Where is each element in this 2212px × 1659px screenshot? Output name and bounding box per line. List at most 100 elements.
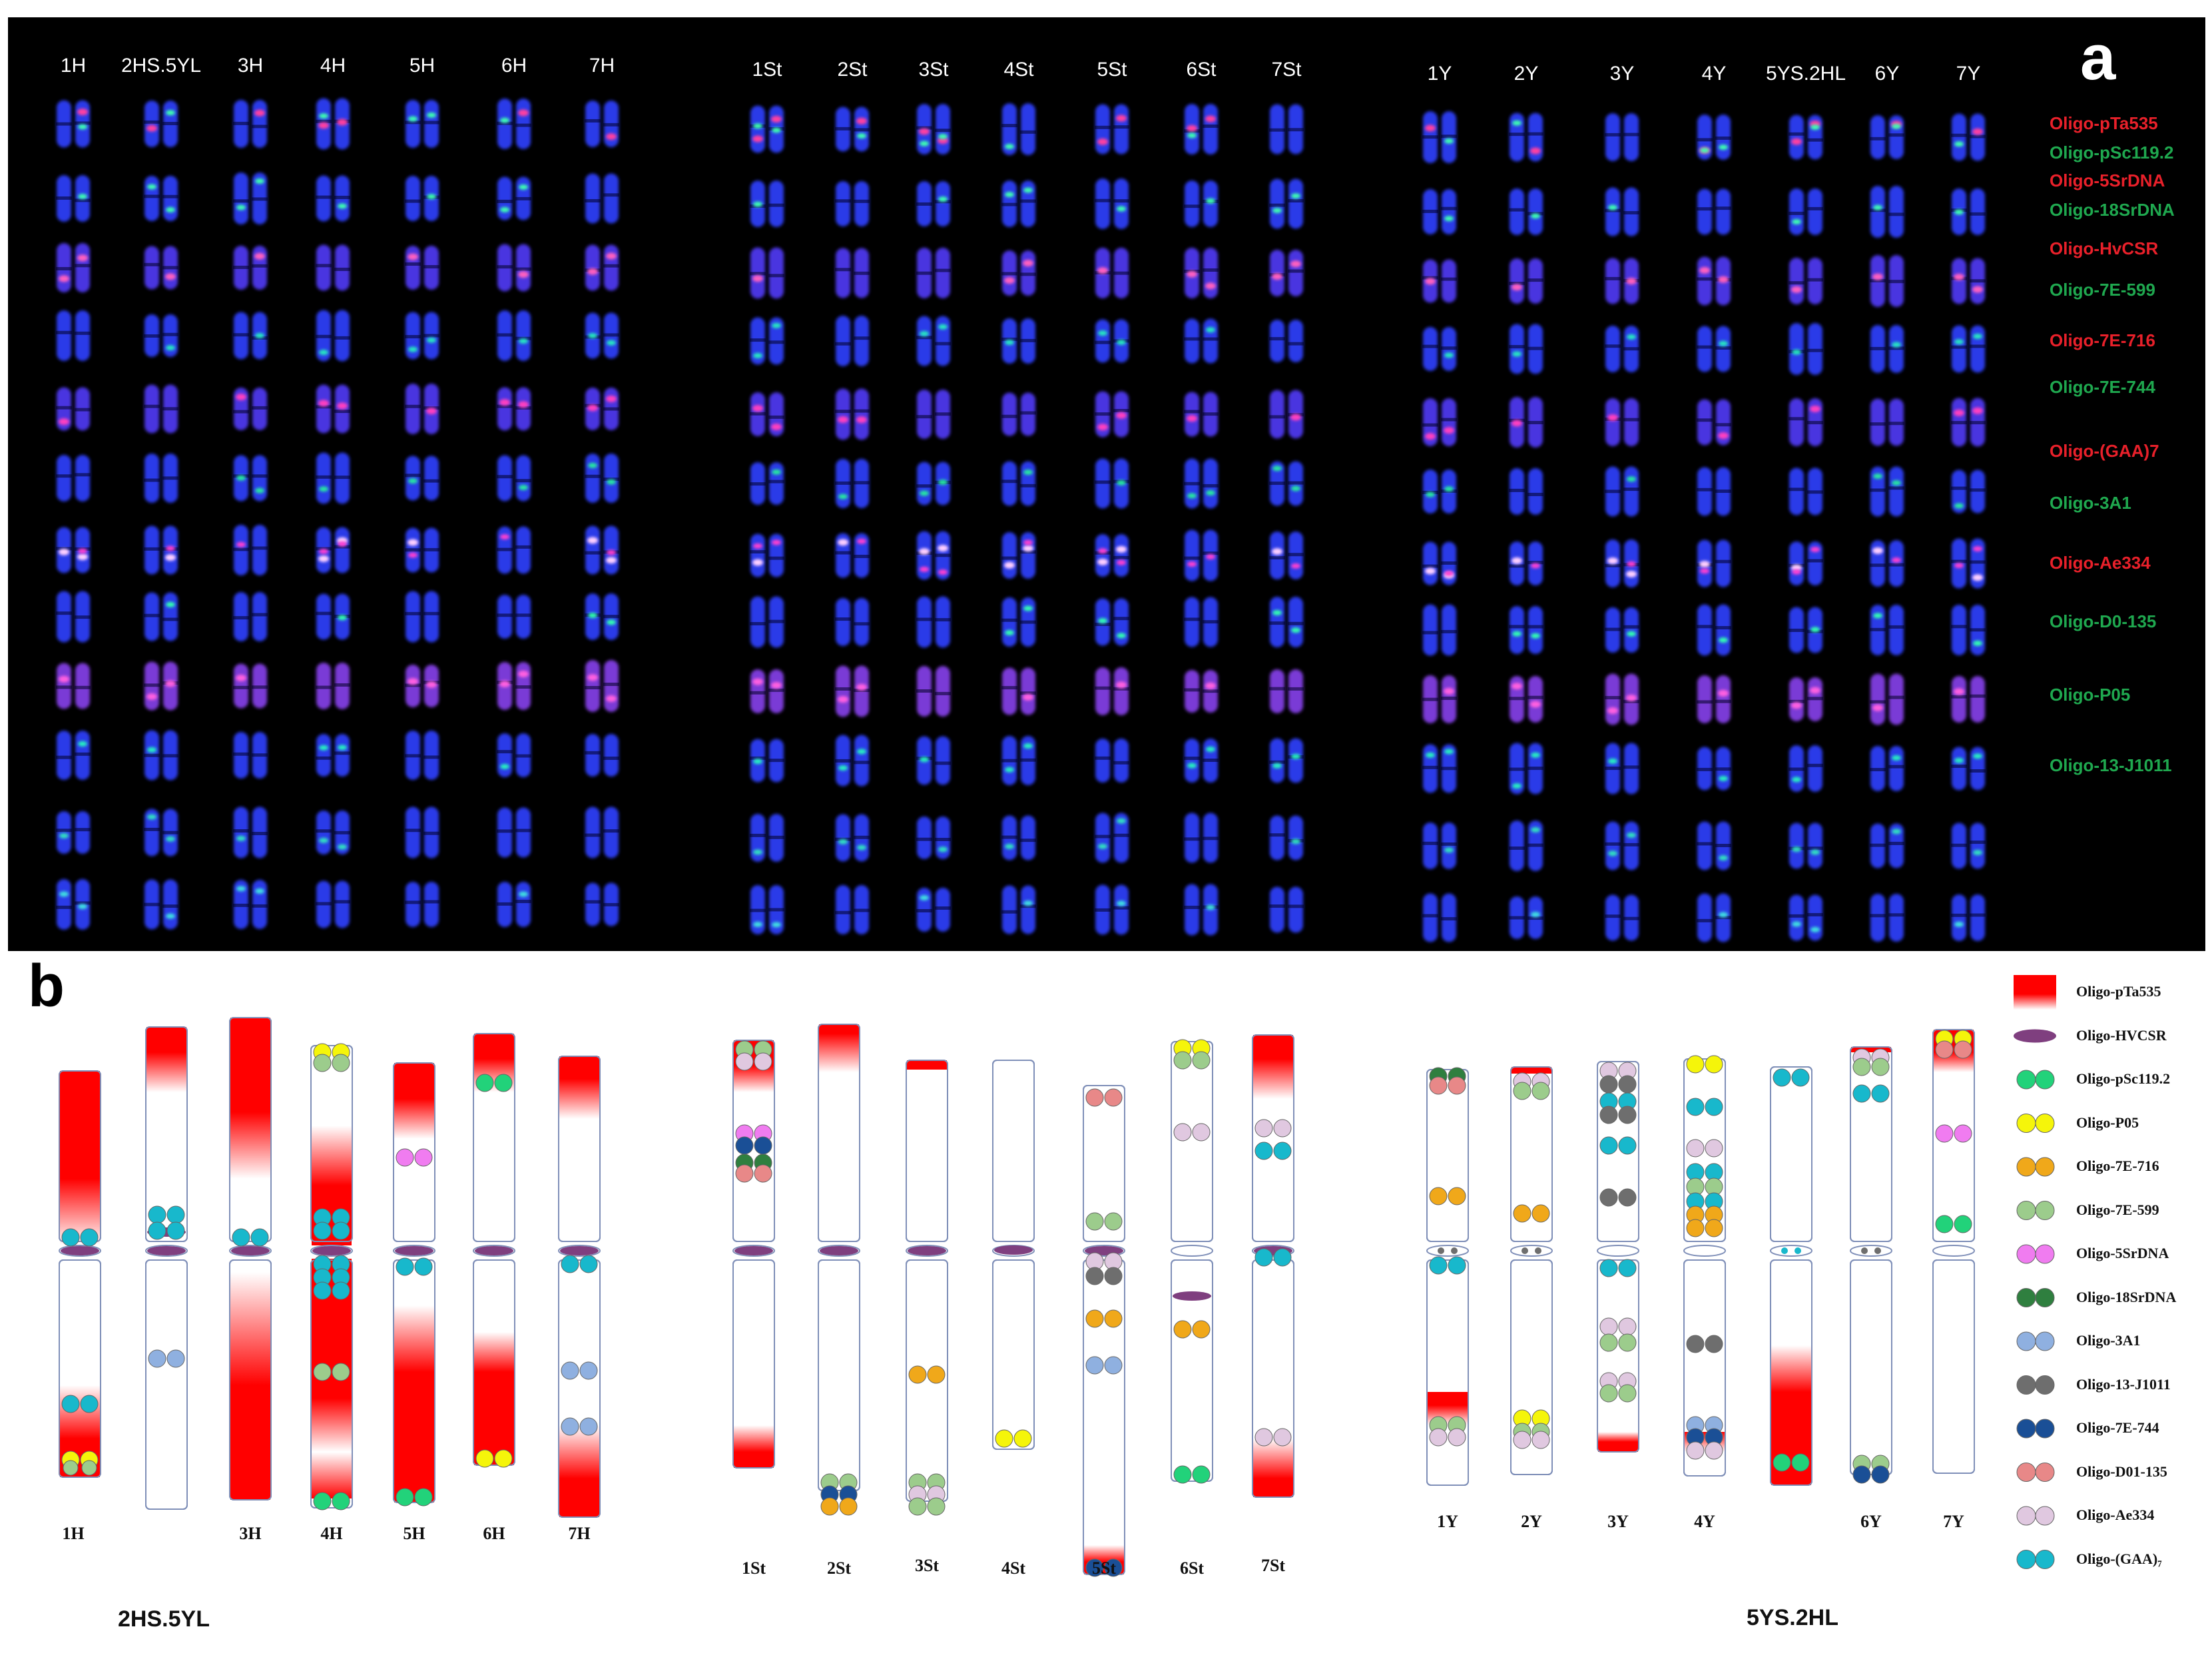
fish-red-signal	[919, 128, 930, 135]
fish-chromosome	[1952, 325, 1966, 373]
fish-centromere	[75, 752, 91, 756]
fish-centromere	[1951, 764, 1967, 768]
fish-centromere	[405, 754, 421, 758]
fish-red-signal	[1116, 681, 1127, 689]
fish-chromosome	[1870, 398, 1885, 446]
fish-green-signal	[838, 838, 848, 844]
fish-centromere	[854, 835, 870, 839]
pta535-signal	[474, 1372, 514, 1465]
fish-chromosome	[1442, 823, 1456, 869]
fish-chromosome	[604, 734, 619, 777]
fish-green-signal	[588, 462, 597, 468]
fish-centromere	[1527, 843, 1543, 847]
fish-centromere	[1697, 625, 1713, 629]
fish-centromere	[423, 611, 439, 615]
probe-signal-dot	[1173, 1465, 1192, 1484]
fish-centromere	[1095, 686, 1111, 690]
legend-label: Oligo-HVCSR	[2076, 1026, 2167, 1044]
fish-centromere	[405, 900, 421, 904]
fish-green-signal	[1892, 123, 1901, 129]
fish-red-signal	[752, 678, 763, 685]
fish-chromosome	[252, 455, 267, 501]
fish-chromosome	[1095, 667, 1110, 715]
fish-centromere	[423, 755, 439, 759]
fish-centromere	[603, 264, 619, 268]
probe-signal-dot	[1871, 1058, 1890, 1076]
fish-centromere	[497, 404, 513, 408]
fish-chromosome	[1270, 669, 1284, 713]
probe-signal-dot	[494, 1074, 513, 1092]
fish-column-label: 1St	[752, 59, 782, 81]
fish-green-signal	[1117, 633, 1126, 639]
fish-centromere	[916, 126, 932, 130]
fish-centromere	[750, 691, 766, 695]
fish-centromere	[1623, 842, 1639, 846]
fish-red-signal	[1791, 286, 1802, 293]
fish-red-signal	[1444, 427, 1454, 434]
legend-label: Oligo-18SrDNA	[2076, 1288, 2177, 1305]
fish-centromere	[1288, 621, 1304, 625]
fish-centromere	[1527, 420, 1543, 424]
fish-green-signal	[920, 895, 929, 901]
legend-swatch	[2016, 1157, 2055, 1177]
fish-centromere	[1970, 344, 1986, 348]
fish-centromere	[603, 407, 619, 411]
fish-red-signal	[1023, 545, 1033, 552]
fish-chromosome	[1185, 739, 1199, 783]
fish-centromere	[515, 267, 531, 271]
fish-green-signal	[1608, 758, 1617, 764]
fish-centromere	[603, 615, 619, 619]
fish-centromere	[1203, 551, 1219, 555]
fish-centromere	[1020, 484, 1036, 488]
probe-signal-dot	[166, 1205, 185, 1224]
fish-chromosome	[1114, 104, 1129, 155]
pta535-signal	[819, 1034, 859, 1072]
fish-green-signal	[588, 613, 597, 619]
fish-centromere	[768, 340, 784, 344]
fish-centromere	[935, 129, 951, 133]
fish-centromere	[1697, 488, 1713, 492]
probe-signal-dot	[927, 1497, 946, 1516]
probe-signal-dot	[1618, 1136, 1637, 1155]
probe-signal-dot	[414, 1148, 433, 1167]
fish-red-signal	[1626, 278, 1637, 285]
fish-red-signal	[1187, 415, 1197, 422]
fish-red-signal	[606, 695, 617, 702]
fish-chromosome	[1288, 669, 1303, 713]
fish-chromosome	[1808, 823, 1822, 869]
probe-signal-dot	[81, 1460, 97, 1476]
fish-centromere	[1807, 490, 1823, 494]
fish-chromosome	[1789, 541, 1804, 585]
fish-green-signal	[255, 332, 264, 338]
fish-centromere	[144, 262, 160, 266]
fish-centromere	[1001, 202, 1017, 206]
fish-chromosome	[335, 880, 350, 928]
fish-centromere	[1807, 348, 1823, 352]
fish-green-signal	[59, 891, 69, 897]
fish-centromere	[1269, 687, 1285, 691]
panel-letter-a: a	[2080, 22, 2116, 93]
fish-centromere	[835, 342, 851, 346]
fish-centromere	[1269, 621, 1285, 625]
fish-green-signal	[1023, 470, 1033, 476]
fish-centromere	[162, 830, 178, 834]
pta535-signal	[1253, 1479, 1293, 1497]
fish-green-signal	[147, 747, 156, 753]
chromosome-short-arm	[1770, 1066, 1812, 1242]
fish-chromosome	[1889, 823, 1904, 868]
fish-red-signal	[1718, 276, 1729, 283]
fish-red-signal	[77, 109, 88, 116]
fish-centromere	[1001, 337, 1017, 341]
fish-chromosome	[1185, 318, 1199, 364]
fish-red-signal	[1512, 284, 1522, 291]
fish-green-signal	[59, 832, 69, 838]
fish-green-signal	[166, 545, 175, 551]
fish-centromere	[1184, 905, 1200, 909]
fish-centromere	[1269, 415, 1285, 419]
probe-signal-dot	[414, 1488, 433, 1506]
fish-centromere	[316, 405, 332, 409]
fish-red-signal	[1530, 147, 1541, 155]
fish-centromere	[497, 829, 513, 833]
fish-chromosome	[1423, 823, 1438, 869]
fish-chromosome	[1270, 320, 1284, 362]
